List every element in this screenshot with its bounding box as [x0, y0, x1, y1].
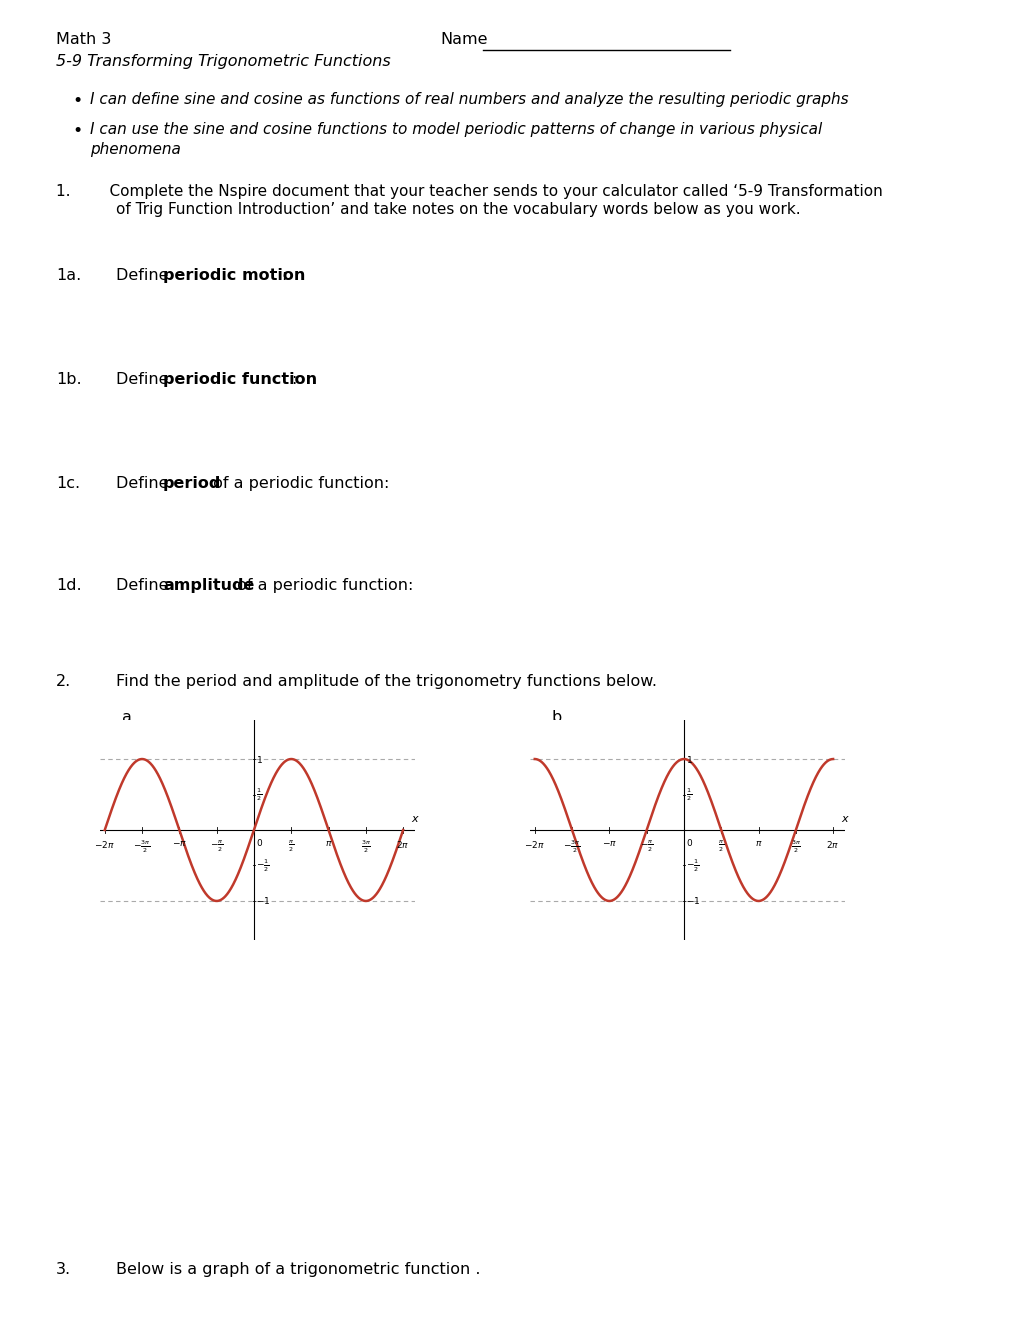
Text: I can define sine and cosine as functions of real numbers and analyze the result: I can define sine and cosine as function… [90, 92, 848, 107]
Text: of Trig Function Introduction’ and take notes on the vocabulary words below as y: of Trig Function Introduction’ and take … [116, 202, 800, 216]
Text: $-\pi$: $-\pi$ [601, 838, 616, 847]
Text: Define: Define [116, 268, 173, 282]
Text: $-\pi$: $-\pi$ [171, 838, 186, 847]
Text: b.: b. [551, 710, 567, 725]
Text: Below is a graph of a trigonometric function .: Below is a graph of a trigonometric func… [116, 1262, 480, 1276]
Text: $1$: $1$ [686, 754, 693, 764]
Text: :: : [290, 372, 297, 387]
Text: $-\frac{3\pi}{2}$: $-\frac{3\pi}{2}$ [133, 838, 151, 855]
Text: $\frac{1}{2}$: $\frac{1}{2}$ [256, 787, 262, 803]
Text: a.: a. [122, 710, 137, 725]
Text: •: • [72, 92, 83, 110]
Text: Name: Name [439, 32, 487, 48]
Text: 1b.: 1b. [56, 372, 82, 387]
Text: $-2\pi$: $-2\pi$ [94, 838, 115, 850]
Text: amplitude: amplitude [163, 578, 254, 593]
Text: $\frac{1}{2}$: $\frac{1}{2}$ [686, 787, 692, 803]
Text: :: : [280, 268, 286, 282]
Text: $-\frac{3\pi}{2}$: $-\frac{3\pi}{2}$ [562, 838, 580, 855]
Text: phenomena: phenomena [90, 143, 180, 157]
Text: period: period [163, 477, 221, 491]
Text: $\pi$: $\pi$ [324, 838, 332, 847]
Text: $\pi$: $\pi$ [754, 838, 761, 847]
Text: $x$: $x$ [411, 814, 420, 825]
Text: 3.: 3. [56, 1262, 71, 1276]
Text: $-\frac{1}{2}$: $-\frac{1}{2}$ [256, 857, 270, 874]
Text: of a periodic function:: of a periodic function: [231, 578, 413, 593]
Text: $0$: $0$ [685, 837, 692, 847]
Text: of a periodic function:: of a periodic function: [208, 477, 389, 491]
Text: $-1$: $-1$ [686, 895, 700, 907]
Text: $-2\pi$: $-2\pi$ [524, 838, 544, 850]
Text: $-1$: $-1$ [256, 895, 270, 907]
Text: Find the period and amplitude of the trigonometry functions below.: Find the period and amplitude of the tri… [116, 675, 656, 689]
Text: 1a.: 1a. [56, 268, 82, 282]
Text: periodic motion: periodic motion [163, 268, 305, 282]
Text: $-\frac{\pi}{2}$: $-\frac{\pi}{2}$ [639, 838, 653, 854]
Text: 5-9 Transforming Trigonometric Functions: 5-9 Transforming Trigonometric Functions [56, 54, 390, 69]
Text: 1c.: 1c. [56, 477, 81, 491]
Text: Define: Define [116, 372, 173, 387]
Text: $2\pi$: $2\pi$ [396, 838, 410, 850]
Text: I can use the sine and cosine functions to model periodic patterns of change in : I can use the sine and cosine functions … [90, 121, 821, 137]
Text: $0$: $0$ [256, 837, 263, 847]
Text: $-\frac{1}{2}$: $-\frac{1}{2}$ [686, 857, 699, 874]
Text: $\frac{\pi}{2}$: $\frac{\pi}{2}$ [717, 838, 723, 854]
Text: Define: Define [116, 578, 173, 593]
Text: $\frac{3\pi}{2}$: $\frac{3\pi}{2}$ [790, 838, 800, 855]
Text: $2\pi$: $2\pi$ [825, 838, 839, 850]
Text: $\frac{3\pi}{2}$: $\frac{3\pi}{2}$ [361, 838, 371, 855]
Text: $-\frac{\pi}{2}$: $-\frac{\pi}{2}$ [210, 838, 223, 854]
Text: 2.: 2. [56, 675, 71, 689]
Text: $\frac{\pi}{2}$: $\frac{\pi}{2}$ [288, 838, 293, 854]
Text: •: • [72, 121, 83, 140]
Text: 1d.: 1d. [56, 578, 82, 593]
Text: 1.        Complete the Nspire document that your teacher sends to your calculato: 1. Complete the Nspire document that you… [56, 183, 881, 199]
Text: periodic function: periodic function [163, 372, 317, 387]
Text: $1$: $1$ [256, 754, 263, 764]
Text: Define: Define [116, 477, 173, 491]
Text: $x$: $x$ [841, 814, 850, 825]
Text: Math 3: Math 3 [56, 32, 111, 48]
